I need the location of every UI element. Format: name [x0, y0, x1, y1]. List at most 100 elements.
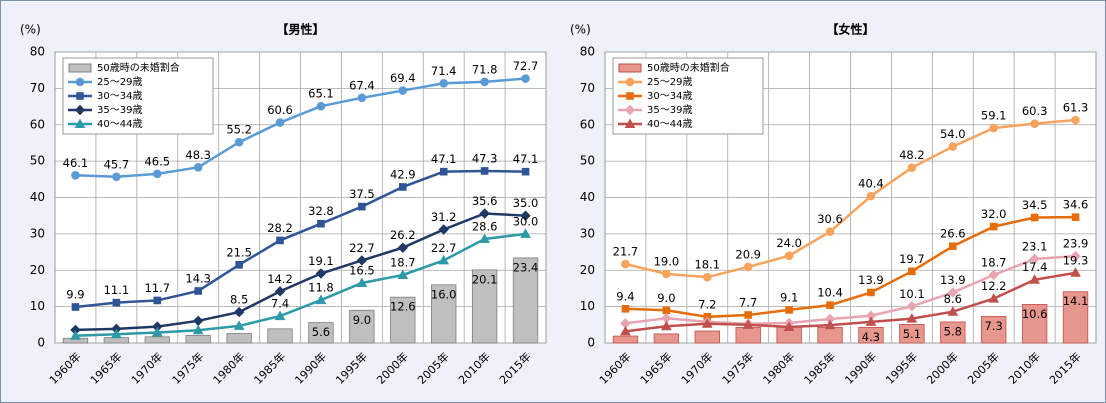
legend-label: 25～29歳 [97, 76, 142, 88]
data-label: 37.5 [349, 187, 375, 201]
line [75, 77, 526, 179]
legend-label: 40～44歳 [97, 118, 142, 130]
marker [948, 142, 958, 151]
data-label: 71.8 [472, 62, 498, 76]
marker [480, 77, 489, 87]
bar [940, 321, 966, 344]
data-label: 22.7 [349, 241, 375, 255]
data-label: 28.6 [472, 219, 498, 233]
y-axis-label: (%) [570, 23, 591, 37]
marker [479, 233, 490, 243]
bar [1062, 291, 1089, 344]
data-label: 14.2 [267, 272, 293, 286]
y-tick-label: 70 [30, 81, 45, 95]
marker [744, 311, 753, 319]
marker [520, 228, 531, 238]
data-label: 32.8 [308, 204, 334, 218]
legend-label: 25～29歳 [647, 76, 692, 88]
marker [480, 167, 489, 175]
y-tick-label: 40 [580, 190, 595, 204]
data-label: 45.7 [104, 157, 130, 171]
marker [621, 305, 630, 313]
marker [397, 242, 408, 253]
marker [74, 118, 86, 128]
marker [74, 104, 86, 116]
bar [694, 330, 720, 344]
marker [317, 219, 325, 228]
marker [358, 202, 366, 211]
y-tick-label: 20 [580, 263, 595, 277]
legend-swatch [68, 63, 92, 73]
data-label: 60.6 [267, 103, 293, 117]
y-tick-label: 30 [30, 226, 45, 240]
line [625, 271, 1076, 333]
marker [276, 236, 284, 245]
line [625, 118, 1076, 279]
marker [784, 251, 794, 260]
y-tick-label: 60 [30, 117, 45, 131]
marker [988, 269, 999, 281]
data-label: 54.0 [940, 127, 966, 141]
bar [431, 284, 457, 344]
y-tick-label: 0 [587, 336, 595, 350]
marker [316, 101, 326, 111]
marker [826, 301, 834, 309]
data-label: 18.7 [390, 255, 416, 269]
legend-label: 30～34歳 [97, 90, 142, 102]
bar [390, 296, 416, 344]
marker [111, 328, 122, 339]
y-tick-label: 40 [30, 190, 45, 204]
data-label: 47.1 [513, 152, 539, 166]
marker [742, 319, 754, 329]
data-label: 32.0 [981, 207, 1007, 221]
marker [76, 92, 84, 100]
data-label: 23.4 [513, 260, 539, 274]
y-tick-label: 20 [30, 263, 45, 277]
data-label: 48.2 [899, 148, 925, 162]
marker [908, 267, 916, 276]
data-label: 13.9 [858, 273, 884, 287]
data-label: 16.5 [349, 263, 375, 277]
data-label: 16.0 [431, 287, 457, 301]
data-label: 19.7 [899, 252, 925, 266]
data-label: 55.2 [226, 123, 252, 137]
bar [1021, 304, 1048, 344]
data-label: 7.3 [985, 319, 1003, 333]
marker [521, 74, 530, 83]
y-tick-label: 70 [580, 81, 595, 95]
data-label: 9.9 [66, 287, 84, 301]
marker [274, 286, 286, 297]
data-label: 9.4 [616, 289, 634, 303]
marker [439, 167, 448, 176]
data-label: 7.2 [698, 297, 716, 311]
data-label: 5.1 [903, 327, 921, 341]
marker [1030, 119, 1039, 128]
marker [1029, 274, 1040, 284]
data-label: 40.4 [858, 177, 884, 191]
bar [308, 322, 334, 344]
data-label: 22.7 [431, 241, 457, 255]
marker [521, 167, 530, 176]
bar [899, 324, 925, 344]
marker [398, 183, 407, 191]
data-label: 8.6 [944, 292, 962, 306]
bar [817, 326, 843, 344]
data-label: 9.0 [353, 313, 371, 327]
marker [438, 254, 450, 265]
data-label: 23.9 [1063, 237, 1089, 251]
data-label: 8.5 [230, 293, 248, 307]
legend-label: 35～39歳 [647, 104, 692, 116]
legend-label: 40～44歳 [647, 118, 692, 130]
line [625, 254, 1076, 325]
bar [612, 335, 639, 344]
marker [193, 163, 203, 172]
y-tick-label: 50 [580, 154, 595, 168]
data-label: 47.3 [472, 151, 498, 165]
marker [624, 118, 636, 128]
bar [858, 326, 884, 344]
data-label: 42.9 [390, 167, 416, 181]
data-label: 31.2 [431, 210, 457, 224]
data-label: 11.7 [144, 281, 170, 295]
data-label: 34.5 [1022, 198, 1048, 212]
